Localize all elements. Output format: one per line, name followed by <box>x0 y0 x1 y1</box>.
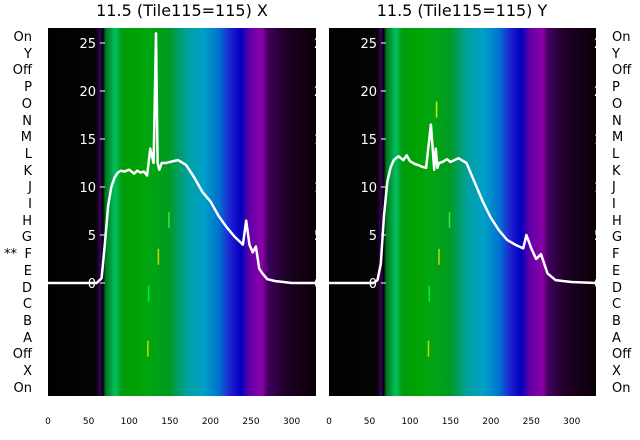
row-label-right: A <box>612 330 621 346</box>
heatmap-streak <box>147 285 150 302</box>
row-label-left: J <box>28 180 32 196</box>
row-label-left: E <box>23 263 32 279</box>
y-tick-label: 10 <box>79 181 96 196</box>
heatmap-streak <box>435 101 438 118</box>
row-label-right: X <box>612 364 621 379</box>
y-tick-label: 0 <box>369 277 377 292</box>
chart-title-x: 11.5 (Tile115=115) X <box>96 1 268 20</box>
row-label-left: Off <box>12 63 32 79</box>
row-label-left: H <box>22 213 32 229</box>
row-label-left: O <box>21 96 32 112</box>
row-label-right: G <box>612 230 623 246</box>
x-tick-label: 100 <box>401 417 418 427</box>
y-tick-label: 20 <box>79 85 96 100</box>
heatmap-field <box>329 28 596 396</box>
y-tick-label: 15 <box>79 133 96 148</box>
row-label-right: J <box>612 180 616 196</box>
chart-title-y: 11.5 (Tile115=115) Y <box>376 1 548 20</box>
row-label-left: B <box>23 313 32 329</box>
row-label-left: I <box>28 197 32 212</box>
heatmap-streak <box>157 248 160 265</box>
row-label-right: Off <box>612 63 632 79</box>
row-label-right: I <box>612 197 616 212</box>
row-label-right: K <box>612 163 621 179</box>
row-label-left: M <box>20 130 32 146</box>
row-label-left: K <box>23 163 32 179</box>
y-tick-label: 25 <box>360 37 377 52</box>
y-tick-label-right: 25 <box>594 37 611 52</box>
x-tick-label: 50 <box>83 417 95 427</box>
row-label-left: C <box>22 297 32 313</box>
row-label-right: O <box>612 96 623 112</box>
heatmap-streak <box>427 340 430 357</box>
x-tick-label: 100 <box>121 417 138 427</box>
row-label-right: C <box>612 297 622 313</box>
x-tick-label: 300 <box>563 417 580 427</box>
row-label-left: A <box>23 330 32 346</box>
row-label-right: M <box>612 130 624 146</box>
y-tick-label: 5 <box>369 229 377 244</box>
row-label-left: D <box>21 280 32 296</box>
y-tick-label: 10 <box>360 181 377 196</box>
x-tick-label: 50 <box>364 417 376 427</box>
overlay-series-line <box>329 123 597 285</box>
y-tick-label-right: 20 <box>594 85 611 100</box>
row-label-right: N <box>612 113 622 129</box>
heatmap-field <box>48 28 316 396</box>
x-tick-label: 250 <box>242 417 259 427</box>
row-label-right: E <box>612 263 621 279</box>
overlay-series-line <box>48 32 316 285</box>
row-label-left: Y <box>24 46 32 62</box>
x-tick-label: 300 <box>283 417 300 427</box>
heatmap-streak <box>147 340 149 357</box>
x-tick-label: 0 <box>45 417 51 427</box>
row-label-right: On <box>612 30 631 45</box>
y-tick-label-right: 15 <box>594 133 611 148</box>
y-tick-label-right: 5 <box>594 229 602 244</box>
row-label-left: On <box>13 30 32 45</box>
row-label-left: Off <box>12 347 32 363</box>
y-tick-label: 20 <box>360 85 377 100</box>
row-label-left: G <box>21 230 32 246</box>
row-label-right: F <box>612 247 620 263</box>
row-label-left: On <box>13 380 32 396</box>
x-tick-label: 250 <box>523 417 540 427</box>
row-label-right: H <box>612 213 622 229</box>
row-label-left: X <box>23 364 32 379</box>
row-label-right: L <box>612 146 620 162</box>
y-tick-label: 5 <box>88 229 96 244</box>
heatmap-streak <box>438 248 440 265</box>
y-tick-label: 15 <box>360 133 377 148</box>
x-tick-label: 150 <box>442 417 459 427</box>
row-label-right: B <box>612 313 621 329</box>
chart-panel-y: 0 50 100 150 200 250 300 0 0 5 5 10 10 15 15 20 20 25 25 <box>326 28 611 427</box>
row-label-right: Y <box>612 46 620 62</box>
row-marker: ** <box>4 247 17 263</box>
heatmap-streak <box>428 285 431 302</box>
y-tick-label: 25 <box>79 37 96 52</box>
row-label-right: D <box>612 280 623 296</box>
row-label-left: L <box>24 146 32 162</box>
row-label-right: Off <box>612 347 632 363</box>
heatmap-streak <box>168 212 170 228</box>
panel-gap <box>316 20 329 400</box>
x-tick-label: 150 <box>161 417 178 427</box>
row-label-left: F <box>24 247 32 263</box>
x-tick-label: 200 <box>202 417 219 427</box>
x-tick-label: 0 <box>326 417 332 427</box>
x-tick-label: 200 <box>482 417 499 427</box>
y-tick-label-right: 10 <box>594 181 611 196</box>
y-tick-label: 0 <box>88 277 96 292</box>
heatmap-streak <box>448 212 451 228</box>
row-label-right: On <box>612 380 631 396</box>
row-label-right: P <box>612 80 620 96</box>
row-label-left: N <box>22 113 32 129</box>
row-label-left: P <box>24 80 32 96</box>
y-tick-label-right: 0 <box>594 277 602 292</box>
